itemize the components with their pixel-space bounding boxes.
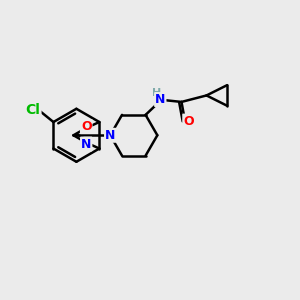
Text: N: N xyxy=(105,129,116,142)
Text: O: O xyxy=(183,115,194,128)
Text: H: H xyxy=(152,88,161,98)
Text: N: N xyxy=(155,93,166,106)
Text: Cl: Cl xyxy=(26,103,40,117)
Text: O: O xyxy=(81,120,92,133)
Text: N: N xyxy=(81,137,92,151)
